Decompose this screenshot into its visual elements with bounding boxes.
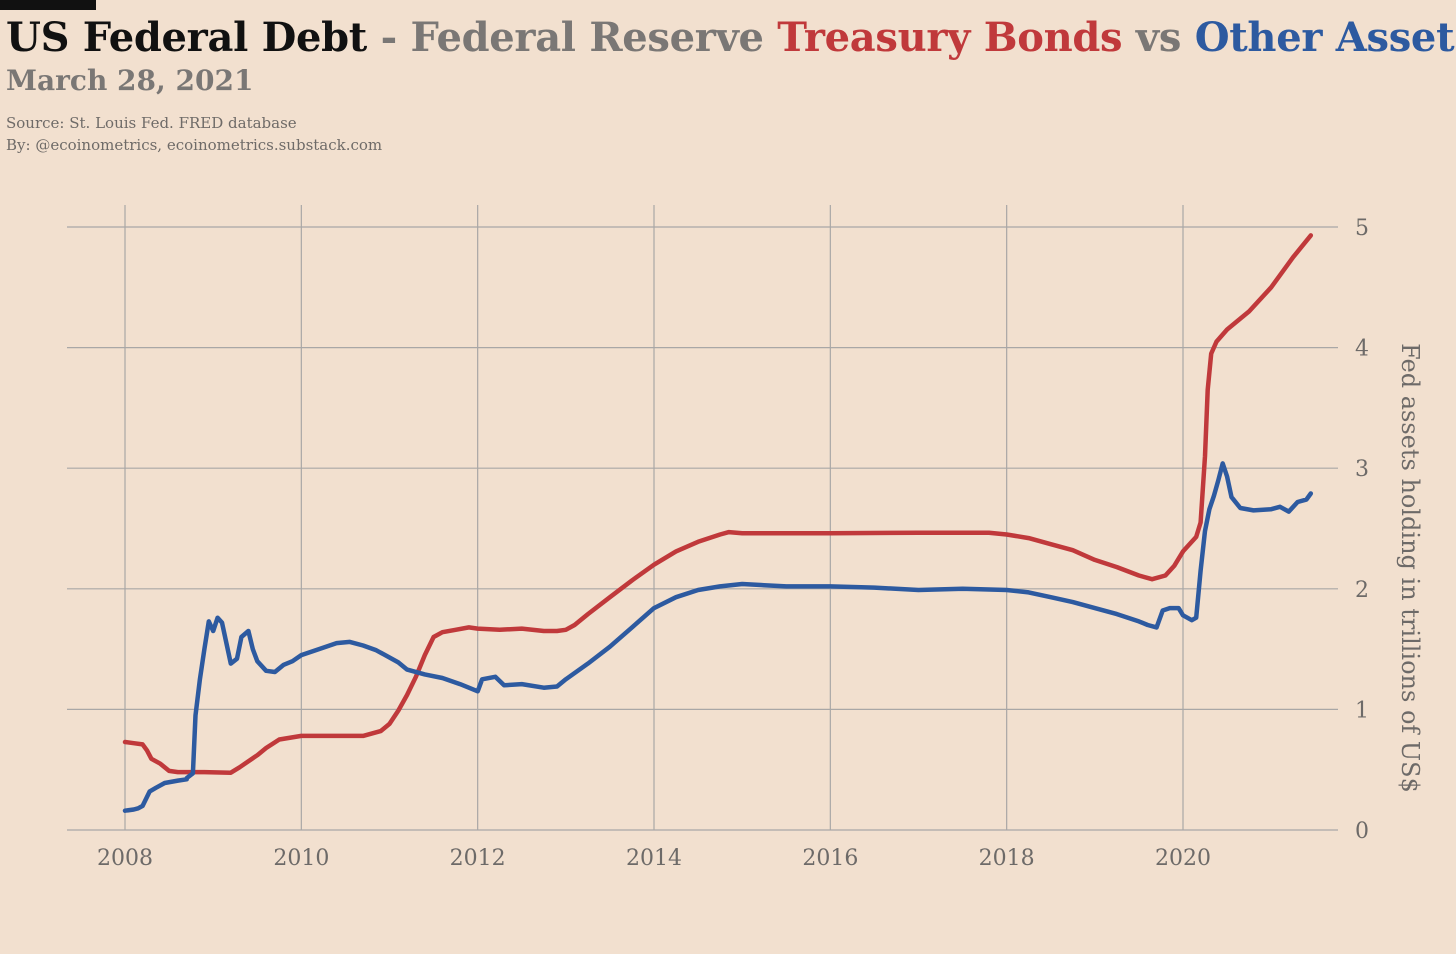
corner-accent-bar bbox=[0, 0, 96, 10]
series-line-treasury-bonds bbox=[122, 233, 1314, 775]
byline: By: @ecoinometrics, ecoinometrics.substa… bbox=[6, 136, 383, 154]
x-tick-label: 2016 bbox=[802, 846, 858, 871]
y-axis-label: Fed assets holding in trillions of US$ bbox=[1396, 343, 1424, 793]
x-tick-label: 2010 bbox=[273, 846, 329, 871]
grid bbox=[67, 205, 1338, 831]
y-tick-label: 3 bbox=[1355, 457, 1369, 482]
x-tick-label: 2012 bbox=[450, 846, 506, 871]
x-tick-label: 2018 bbox=[979, 846, 1035, 871]
axis-labels: 0 1 2 3 4 5 2008 2010 2012 2014 2016 2018 2020 bbox=[97, 216, 1369, 871]
title-other-assets: Other Assets bbox=[1194, 14, 1456, 61]
series-layer bbox=[122, 233, 1314, 813]
series-line-other-assets bbox=[122, 461, 1314, 813]
y-tick-label: 0 bbox=[1355, 819, 1369, 844]
y-tick-label: 2 bbox=[1355, 578, 1369, 603]
y-tick-label: 4 bbox=[1355, 337, 1369, 362]
source-line: Source: St. Louis Fed. FRED database bbox=[6, 114, 297, 132]
chart-title: US Federal Debt - Federal Reserve Treasu… bbox=[6, 14, 1456, 61]
x-tick-label: 2008 bbox=[97, 846, 153, 871]
x-tick-label: 2020 bbox=[1155, 846, 1211, 871]
x-tick-label: 2014 bbox=[626, 846, 682, 871]
title-vs: vs bbox=[1122, 14, 1195, 61]
title-us-federal-debt: US Federal Debt bbox=[6, 14, 367, 61]
title-federal-reserve: - Federal Reserve bbox=[366, 14, 778, 61]
title-treasury-bonds: Treasury Bonds bbox=[777, 14, 1123, 61]
source-credits: Source: St. Louis Fed. FRED database By:… bbox=[6, 112, 382, 156]
y-tick-label: 1 bbox=[1355, 698, 1369, 723]
chart-date: March 28, 2021 bbox=[6, 64, 254, 97]
y-tick-label: 5 bbox=[1355, 216, 1369, 241]
